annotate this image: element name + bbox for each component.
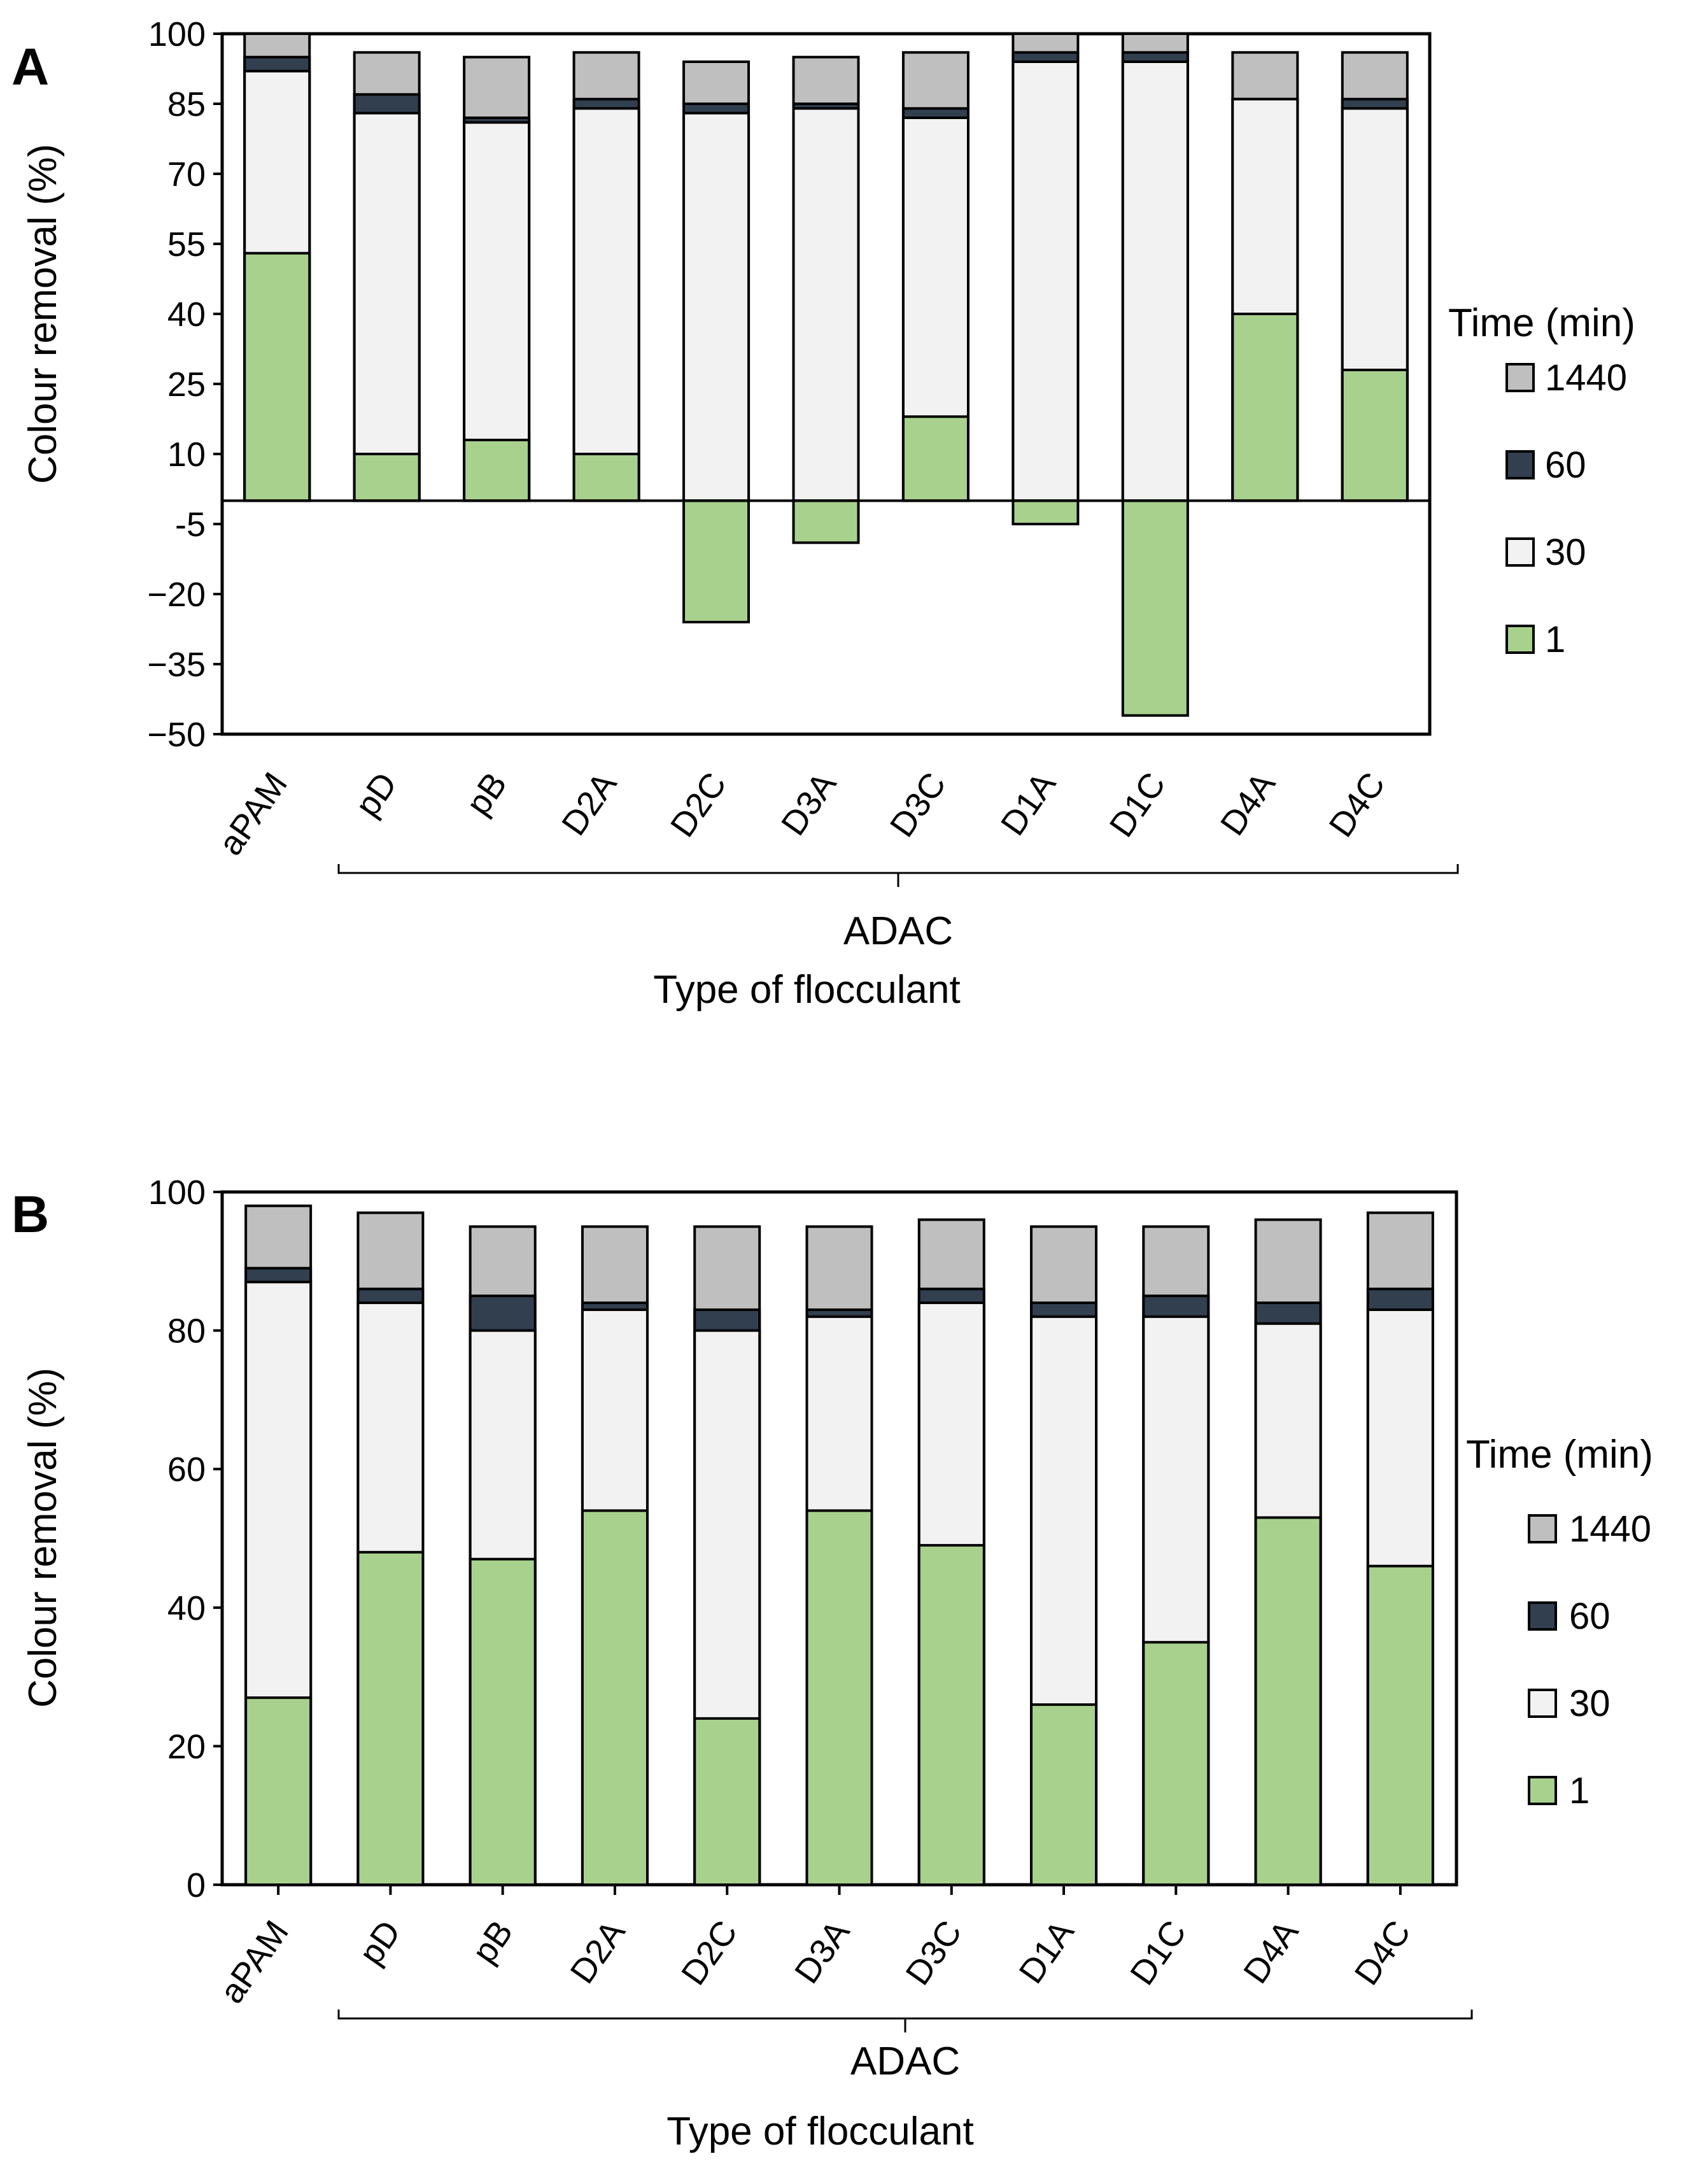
legend-swatch-1440 [1505, 363, 1535, 392]
legend-swatch-30 [1528, 1689, 1557, 1718]
legend-label-1440: 1440 [1569, 1508, 1651, 1550]
bar-apam-t1 [243, 252, 311, 502]
bar-d3a-t30 [792, 107, 860, 502]
legend-swatch-60 [1528, 1601, 1557, 1631]
legend-title: Time (min) [1466, 1433, 1653, 1477]
legend-swatch-1440 [1528, 1514, 1557, 1543]
y-tick-label: −20 [147, 576, 206, 614]
bar-pb-t30 [463, 121, 531, 502]
bar-pd-t1 [353, 453, 421, 502]
legend-label-1: 1 [1569, 1770, 1590, 1812]
bar-d3a-t1 [792, 499, 860, 544]
y-tick-label: 0 [187, 1866, 206, 1904]
legend-title: Time (min) [1448, 301, 1635, 345]
x-axis-title: Type of flocculant [653, 968, 961, 1012]
y-tick-label: 10 [167, 436, 206, 474]
bar-d4c-t1 [1341, 369, 1409, 502]
bar-d2c-t1 [693, 1717, 761, 1886]
bar-d2c-t1 [682, 499, 751, 623]
y-tick-label: 40 [167, 1589, 206, 1627]
y-axis-title: Colour removal (%) [21, 144, 65, 484]
bar-d1a-t30 [1012, 60, 1080, 502]
group-bracket [337, 864, 1459, 887]
legend-label-60: 60 [1545, 444, 1586, 486]
legend-swatch-1 [1528, 1776, 1557, 1805]
legend-swatch-60 [1505, 450, 1535, 479]
bar-d4c-t1 [1366, 1564, 1434, 1887]
bar-d1c-t1 [1142, 1641, 1210, 1886]
legend-swatch-1 [1505, 625, 1535, 654]
y-tick-label: 25 [167, 365, 206, 404]
bar-d4a-t1 [1231, 313, 1299, 502]
y-tick-label: −50 [147, 716, 206, 754]
group-label: ADAC [850, 2039, 960, 2083]
legend-label-60: 60 [1569, 1596, 1611, 1637]
y-tick-label: 85 [167, 85, 206, 124]
y-tick-label: 60 [167, 1450, 206, 1489]
y-tick-label: 70 [167, 155, 206, 194]
x-axis-title: Type of flocculant [666, 2110, 974, 2153]
bar-d3c-t1 [901, 415, 969, 502]
bar-d1a-t1 [1030, 1703, 1098, 1887]
bar-d1c-t30 [1121, 60, 1189, 502]
y-tick-label: 100 [148, 1174, 206, 1212]
y-tick-label: 100 [148, 15, 206, 53]
bar-d1a-t1 [1012, 499, 1080, 525]
y-tick-label: 55 [167, 225, 206, 264]
chart-panel-a: A −50 −35 −20 -5 10 25 40 55 70 85 100 Colour remova… [11, 15, 1635, 1012]
legend-label-1: 1 [1545, 619, 1565, 660]
bar-pb-t1 [463, 439, 531, 502]
bar-pd-t1 [356, 1550, 425, 1886]
bar-d3a-t1 [805, 1509, 873, 1886]
legend-label-30: 30 [1569, 1683, 1611, 1724]
y-tick-label: -5 [175, 506, 206, 544]
bar-d2a-t30 [572, 107, 640, 502]
panel-letter: A [11, 38, 49, 96]
bar-pd-t30 [353, 111, 421, 502]
bar-d2a-t1 [581, 1509, 649, 1886]
bar-d1c-t1 [1121, 499, 1189, 717]
y-tick-label: 20 [167, 1727, 206, 1766]
bar-d3c-t1 [917, 1543, 985, 1886]
group-bracket [337, 2010, 1473, 2032]
legend-label-30: 30 [1545, 532, 1586, 573]
y-tick-label: 80 [167, 1312, 206, 1351]
bar-apam-t1 [244, 1696, 313, 1886]
bar-d2c-t30 [682, 111, 751, 502]
y-axis-title: Colour removal (%) [21, 1368, 65, 1708]
y-tick-label: −35 [147, 646, 206, 684]
bar-d2a-t1 [572, 453, 640, 502]
group-label: ADAC [843, 909, 953, 953]
panel-letter: B [11, 1186, 49, 1244]
bar-d4a-t1 [1254, 1516, 1322, 1887]
legend-swatch-30 [1505, 537, 1535, 567]
legend-label-1440: 1440 [1545, 357, 1627, 399]
bar-pb-t1 [469, 1557, 537, 1886]
y-tick-label: 40 [167, 295, 206, 334]
